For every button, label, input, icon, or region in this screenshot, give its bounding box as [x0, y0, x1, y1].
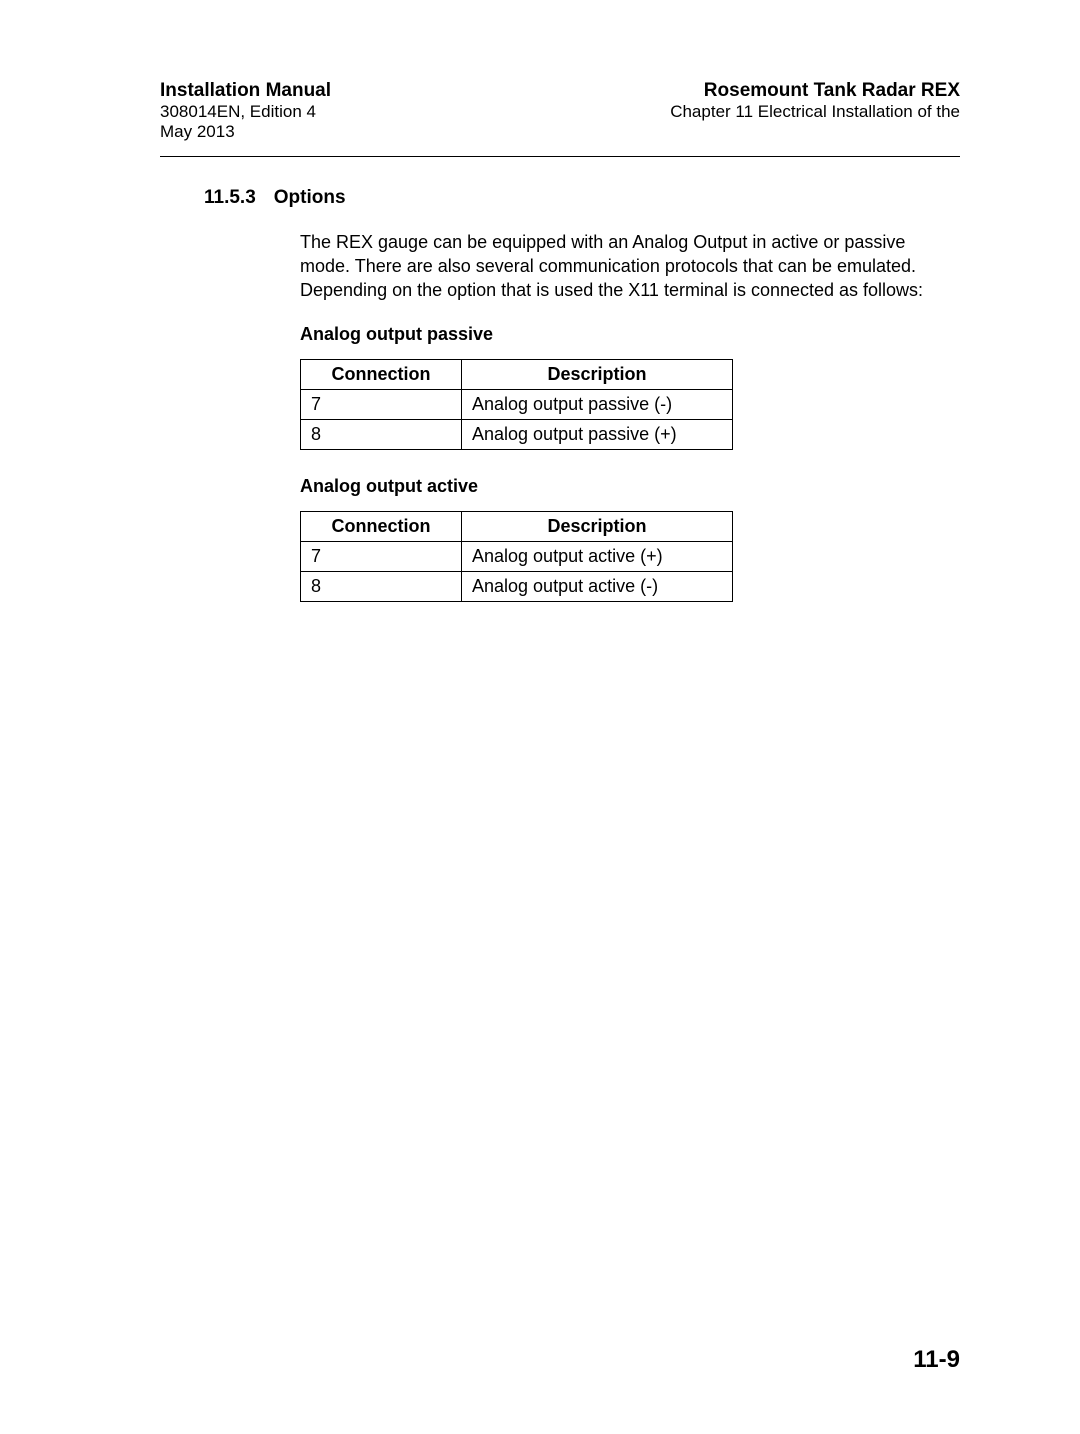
page-container: Installation Manual 308014EN, Edition 4 … — [0, 0, 1080, 1434]
chapter-line: Chapter 11 Electrical Installation of th… — [670, 102, 960, 122]
table-row: 7 Analog output active (+) — [301, 542, 733, 572]
cell-description: Analog output active (+) — [462, 542, 733, 572]
cell-connection: 7 — [301, 542, 462, 572]
header-left: Installation Manual 308014EN, Edition 4 … — [160, 80, 331, 142]
section-title: Options — [274, 187, 346, 209]
section-heading: 11.5.3 Options — [204, 187, 960, 209]
cell-connection: 8 — [301, 572, 462, 602]
section-number: 11.5.3 — [204, 187, 256, 209]
date-line: May 2013 — [160, 122, 331, 142]
active-heading: Analog output active — [300, 476, 960, 497]
table-row: 7 Analog output passive (-) — [301, 390, 733, 420]
page-number: 11-9 — [913, 1346, 960, 1374]
header-divider — [160, 156, 960, 157]
table-row: 8 Analog output passive (+) — [301, 420, 733, 450]
cell-connection: 8 — [301, 420, 462, 450]
body-area: The REX gauge can be equipped with an An… — [300, 231, 960, 602]
passive-table: Connection Description 7 Analog output p… — [300, 359, 733, 450]
table-row: 8 Analog output active (-) — [301, 572, 733, 602]
passive-heading: Analog output passive — [300, 324, 960, 345]
intro-paragraph: The REX gauge can be equipped with an An… — [300, 231, 960, 302]
col-description-header: Description — [462, 360, 733, 390]
col-description-header: Description — [462, 512, 733, 542]
table-header-row: Connection Description — [301, 512, 733, 542]
table-header-row: Connection Description — [301, 360, 733, 390]
header: Installation Manual 308014EN, Edition 4 … — [160, 80, 960, 142]
header-right: Rosemount Tank Radar REX Chapter 11 Elec… — [670, 80, 960, 122]
edition-line: 308014EN, Edition 4 — [160, 102, 331, 122]
product-title: Rosemount Tank Radar REX — [670, 80, 960, 102]
col-connection-header: Connection — [301, 360, 462, 390]
cell-description: Analog output passive (-) — [462, 390, 733, 420]
cell-description: Analog output passive (+) — [462, 420, 733, 450]
col-connection-header: Connection — [301, 512, 462, 542]
active-table: Connection Description 7 Analog output a… — [300, 511, 733, 602]
cell-description: Analog output active (-) — [462, 572, 733, 602]
manual-title: Installation Manual — [160, 80, 331, 102]
cell-connection: 7 — [301, 390, 462, 420]
